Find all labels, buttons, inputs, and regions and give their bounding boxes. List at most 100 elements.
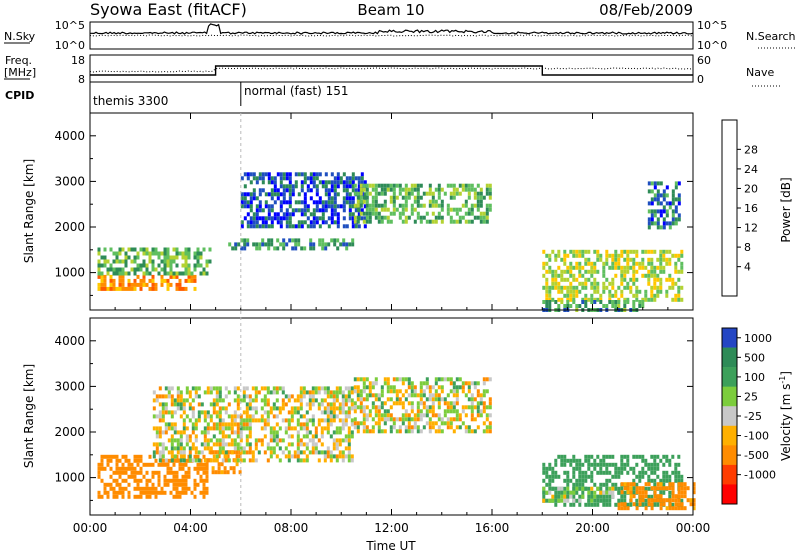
velocity-cell: [326, 386, 330, 391]
power-cell: [569, 249, 573, 254]
power-cell: [351, 180, 355, 185]
power-ytick-label: 3000: [54, 174, 85, 188]
power-cell: [464, 211, 468, 216]
power-cell: [674, 221, 678, 226]
power-cell: [368, 215, 372, 220]
velocity-cell: [578, 474, 582, 479]
power-cell: [674, 185, 678, 190]
velocity-cell: [650, 498, 654, 503]
velocity-cell: [665, 454, 669, 459]
power-cell: [303, 220, 307, 225]
velocity-cell: [266, 446, 270, 451]
velocity-cell: [302, 458, 306, 463]
velocity-cell: [635, 486, 639, 491]
power-cell: [285, 220, 289, 225]
power-colorbar-label: 16: [744, 202, 758, 215]
velocity-cell: [446, 405, 450, 410]
velocity-cell: [223, 470, 227, 475]
velocity-cell: [677, 506, 681, 511]
velocity-cell: [215, 402, 219, 407]
power-cell: [145, 263, 149, 268]
power-cell: [351, 220, 355, 225]
power-cell: [641, 265, 645, 270]
velocity-cell: [136, 494, 140, 499]
velocity-cell: [443, 377, 447, 382]
velocity-cell: [587, 486, 591, 491]
power-cell: [410, 207, 414, 212]
power-cell: [303, 192, 307, 197]
velocity-cell: [239, 398, 243, 403]
velocity-cell: [377, 409, 381, 414]
velocity-cell: [311, 422, 315, 427]
velocity-cell: [581, 490, 585, 495]
velocity-cell: [401, 401, 405, 406]
velocity-cell: [590, 474, 594, 479]
power-cell: [300, 246, 304, 251]
velocity-cell: [344, 434, 348, 439]
velocity-cell: [215, 454, 219, 459]
velocity-cell: [196, 470, 200, 475]
velocity-cell: [158, 418, 162, 423]
power-cell: [118, 278, 122, 283]
velocity-cell: [455, 401, 459, 406]
velocity-cell: [392, 385, 396, 390]
power-cell: [659, 281, 663, 286]
velocity-cell: [242, 458, 246, 463]
velocity-cell: [200, 430, 204, 435]
velocity-cell: [581, 478, 585, 483]
velocity-cell: [133, 494, 137, 499]
velocity-cell: [386, 413, 390, 418]
velocity-cell: [296, 394, 300, 399]
velocity-cell: [305, 442, 309, 447]
velocity-cell: [230, 414, 234, 419]
power-cell: [243, 246, 247, 251]
velocity-cell: [118, 490, 122, 495]
velocity-cell: [188, 394, 192, 399]
velocity-cell: [608, 470, 612, 475]
velocity-cell: [209, 458, 213, 463]
power-cell: [333, 242, 337, 247]
power-cell: [647, 281, 651, 286]
velocity-cell: [178, 462, 182, 467]
power-cell: [578, 249, 582, 254]
power-cell: [455, 219, 459, 224]
power-cell: [169, 267, 173, 272]
velocity-cell: [163, 482, 167, 487]
power-cell: [593, 269, 597, 274]
power-cell: [674, 253, 678, 258]
velocity-cell: [155, 446, 159, 451]
power-cell: [312, 212, 316, 217]
velocity-cell: [305, 410, 309, 415]
power-cell: [650, 289, 654, 294]
velocity-cell: [205, 462, 209, 467]
power-cell: [563, 257, 567, 262]
velocity-cell: [169, 478, 173, 483]
velocity-cell: [653, 478, 657, 483]
power-cell: [240, 224, 244, 229]
velocity-cell: [386, 389, 390, 394]
power-cell: [647, 189, 651, 194]
power-cell: [106, 259, 110, 264]
power-cell: [434, 219, 438, 224]
velocity-cell: [311, 402, 315, 407]
power-cell: [671, 277, 675, 282]
velocity-cell: [200, 402, 204, 407]
power-cell: [318, 216, 322, 221]
velocity-cell: [566, 474, 570, 479]
velocity-cell: [127, 482, 131, 487]
power-cell: [467, 195, 471, 200]
power-cell: [662, 257, 666, 262]
power-cell: [557, 253, 561, 258]
power-cell: [620, 281, 624, 286]
power-cell: [662, 197, 666, 202]
velocity-cell: [182, 426, 186, 431]
velocity-cell: [632, 470, 636, 475]
power-cell: [581, 300, 585, 304]
velocity-cell: [170, 438, 174, 443]
power-cell: [294, 172, 298, 177]
power-cell: [187, 251, 191, 256]
velocity-cell: [467, 381, 471, 386]
velocity-cell: [356, 405, 360, 410]
power-cell: [133, 267, 137, 272]
power-cell: [464, 183, 468, 188]
